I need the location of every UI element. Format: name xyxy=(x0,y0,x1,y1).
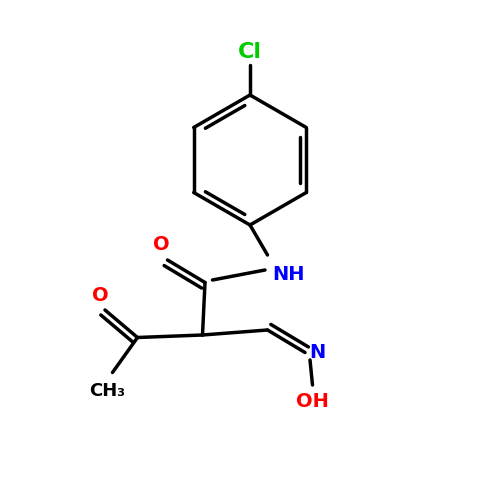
Text: O: O xyxy=(92,286,108,305)
Text: Cl: Cl xyxy=(238,42,262,62)
Text: O: O xyxy=(153,235,170,254)
Text: N: N xyxy=(309,343,325,362)
Text: NH: NH xyxy=(272,265,305,284)
Text: OH: OH xyxy=(296,392,329,411)
Text: CH₃: CH₃ xyxy=(90,382,126,400)
